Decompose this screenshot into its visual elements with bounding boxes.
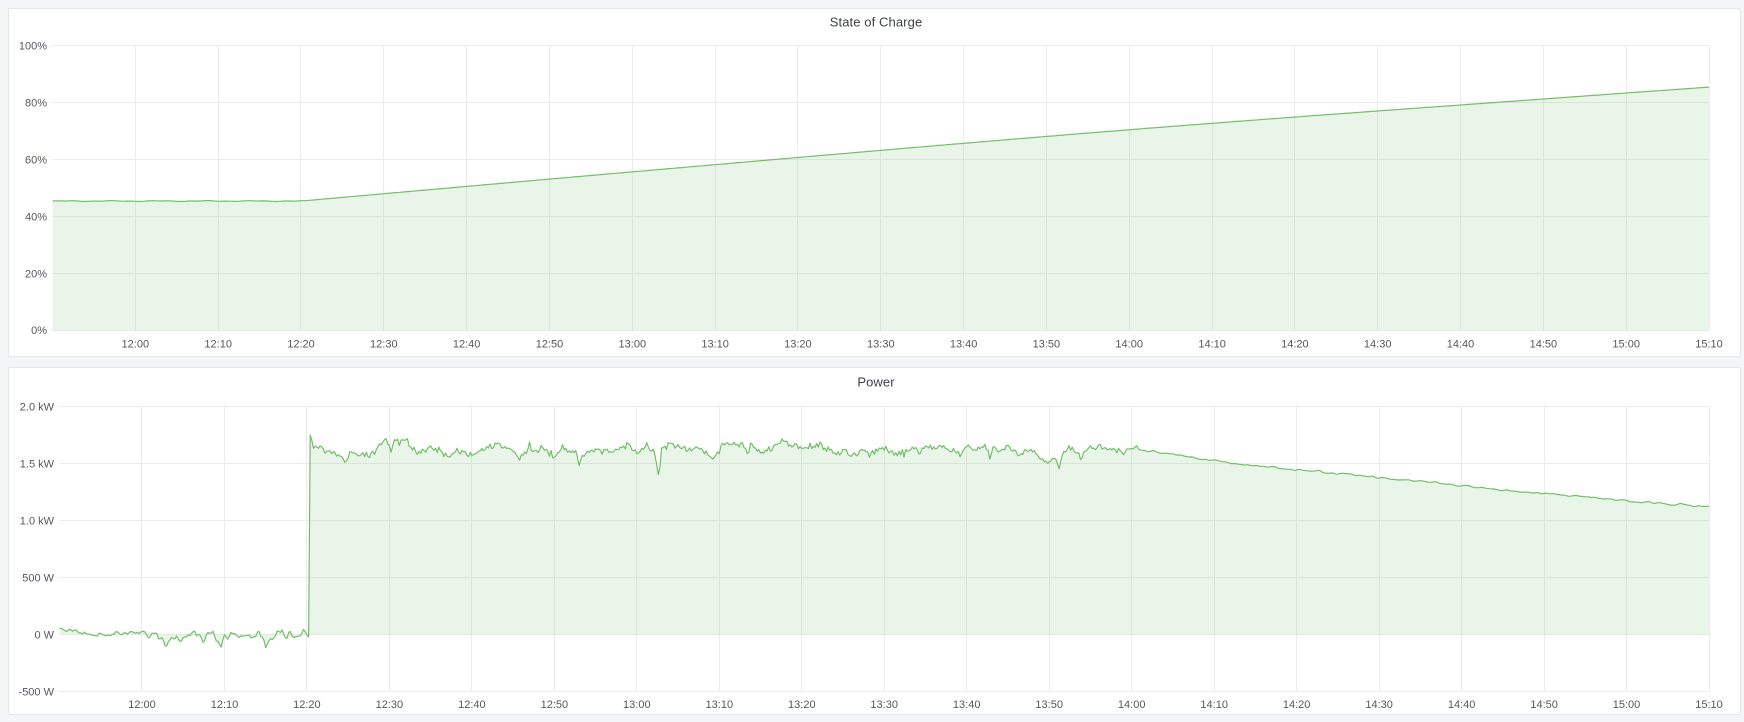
svg-text:13:20: 13:20 (788, 699, 816, 711)
svg-text:12:40: 12:40 (458, 699, 486, 711)
svg-text:14:30: 14:30 (1365, 699, 1393, 711)
svg-text:12:50: 12:50 (541, 699, 569, 711)
svg-text:14:00: 14:00 (1118, 699, 1146, 711)
svg-text:12:00: 12:00 (128, 699, 156, 711)
svg-text:500 W: 500 W (22, 572, 54, 584)
svg-text:2.0 kW: 2.0 kW (20, 401, 55, 413)
svg-text:Power: Power (857, 375, 895, 390)
svg-text:-500 W: -500 W (19, 686, 55, 698)
svg-text:15:10: 15:10 (1695, 339, 1723, 351)
svg-text:13:10: 13:10 (706, 699, 734, 711)
svg-text:12:30: 12:30 (376, 699, 404, 711)
svg-text:14:40: 14:40 (1448, 699, 1476, 711)
svg-text:15:10: 15:10 (1695, 699, 1723, 711)
svg-text:14:50: 14:50 (1530, 699, 1558, 711)
svg-text:14:40: 14:40 (1447, 339, 1475, 351)
svg-text:40%: 40% (25, 211, 47, 223)
svg-text:15:00: 15:00 (1613, 699, 1641, 711)
svg-text:13:30: 13:30 (867, 339, 895, 351)
svg-text:12:40: 12:40 (453, 339, 481, 351)
svg-text:0 W: 0 W (34, 629, 54, 641)
svg-text:13:10: 13:10 (701, 339, 729, 351)
svg-text:12:00: 12:00 (122, 339, 150, 351)
svg-text:13:20: 13:20 (784, 339, 812, 351)
svg-text:14:10: 14:10 (1198, 339, 1226, 351)
svg-text:13:00: 13:00 (619, 339, 647, 351)
svg-text:15:00: 15:00 (1612, 339, 1640, 351)
svg-text:14:20: 14:20 (1281, 339, 1309, 351)
svg-text:13:40: 13:40 (950, 339, 978, 351)
svg-text:12:50: 12:50 (536, 339, 564, 351)
svg-text:14:10: 14:10 (1200, 699, 1228, 711)
svg-text:12:30: 12:30 (370, 339, 398, 351)
svg-text:13:40: 13:40 (953, 699, 981, 711)
svg-text:12:10: 12:10 (211, 699, 239, 711)
svg-text:12:10: 12:10 (204, 339, 232, 351)
svg-text:20%: 20% (25, 268, 47, 280)
svg-text:13:50: 13:50 (1035, 699, 1063, 711)
svg-text:14:20: 14:20 (1283, 699, 1311, 711)
svg-text:1.5 kW: 1.5 kW (20, 458, 55, 470)
svg-text:14:50: 14:50 (1530, 339, 1558, 351)
svg-text:1.0 kW: 1.0 kW (20, 515, 55, 527)
svg-text:13:50: 13:50 (1033, 339, 1061, 351)
svg-text:13:00: 13:00 (623, 699, 651, 711)
svg-text:12:20: 12:20 (293, 699, 321, 711)
svg-text:14:00: 14:00 (1115, 339, 1143, 351)
svg-text:14:30: 14:30 (1364, 339, 1392, 351)
svg-text:13:30: 13:30 (870, 699, 898, 711)
svg-text:60%: 60% (25, 154, 47, 166)
svg-text:100%: 100% (19, 41, 47, 53)
svg-text:80%: 80% (25, 98, 47, 110)
svg-text:0%: 0% (31, 325, 47, 337)
svg-text:State of Charge: State of Charge (830, 14, 923, 29)
svg-text:12:20: 12:20 (287, 339, 315, 351)
